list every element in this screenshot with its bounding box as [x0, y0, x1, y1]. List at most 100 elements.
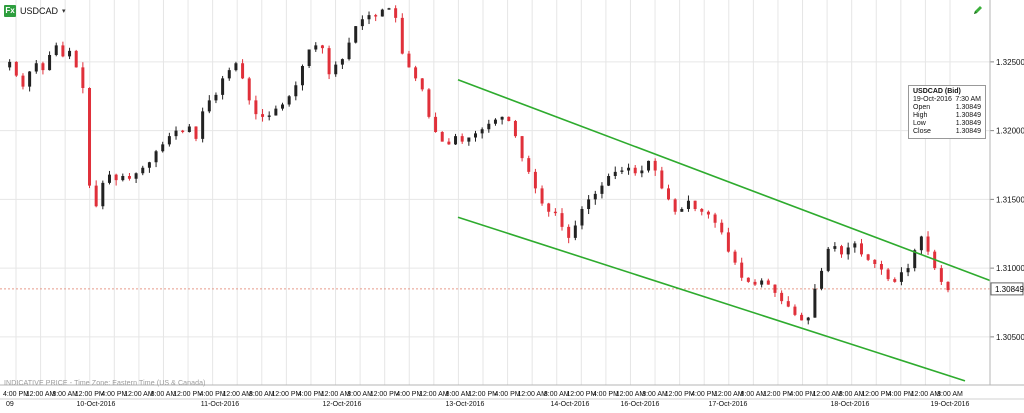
x-time-label: 8:00 AM: [347, 391, 373, 398]
tooltip-high-value: 1.30849: [955, 112, 981, 119]
candle-body: [68, 50, 72, 57]
candle-body: [107, 174, 111, 183]
x-time-label: 12:00 AM: [321, 391, 351, 398]
tooltip-high-label: High: [913, 112, 928, 119]
candle-body: [334, 64, 338, 75]
candle-body: [726, 232, 730, 252]
x-time-label: 12:00 PM: [665, 391, 695, 398]
upper-trendline[interactable]: [457, 79, 991, 282]
x-time-label: 4:00 PM: [789, 391, 815, 398]
candle-body: [241, 63, 245, 79]
candle-body: [493, 119, 497, 124]
candle-body: [101, 182, 105, 207]
candle-body: [673, 199, 677, 212]
candle-body: [647, 160, 651, 171]
x-time-label: 8:00 AM: [741, 391, 767, 398]
candle-body: [407, 53, 411, 68]
candle-body: [879, 264, 883, 270]
candle-body: [733, 251, 737, 263]
x-time-label: 8:00 AM: [642, 391, 668, 398]
candle-body: [833, 246, 837, 249]
candle-body: [893, 279, 897, 282]
candle-body: [74, 50, 78, 68]
x-time-label: 4:00 PM: [200, 391, 226, 398]
candle-body: [859, 243, 863, 255]
candle-body: [261, 114, 265, 117]
candle-body: [440, 132, 444, 142]
candle-body: [227, 70, 231, 79]
x-time-label: 4:00 PM: [888, 391, 914, 398]
x-time-label: 12:00 PM: [370, 391, 400, 398]
x-time-label: 12:00 AM: [26, 391, 56, 398]
candle-body: [480, 129, 484, 134]
candle-body: [760, 280, 764, 285]
candle-body: [347, 42, 351, 60]
candle-body: [613, 171, 617, 176]
candle-body: [154, 151, 158, 163]
x-time-label: 12:00 PM: [566, 391, 596, 398]
candle-body: [527, 158, 531, 172]
candle-body: [500, 116, 504, 120]
candle-body: [287, 96, 291, 105]
chart-header: Fx USDCAD ▾: [4, 4, 66, 18]
candle-body: [127, 176, 131, 179]
candle-body: [746, 277, 750, 282]
candle-body: [354, 26, 358, 43]
candle-body: [41, 63, 45, 71]
candle-body: [666, 188, 670, 200]
x-time-label: 12:00 AM: [911, 391, 941, 398]
candle-body: [387, 8, 391, 10]
candle-body: [454, 136, 458, 145]
candle-body: [680, 209, 684, 212]
candle-body: [367, 15, 371, 20]
x-time-label: 12:00 PM: [861, 391, 891, 398]
candle-body: [813, 288, 817, 318]
candle-body: [434, 116, 438, 132]
y-axis: 1.32500 1.32000 1.31500 1.31000 1.30500 1.308…: [989, 0, 1024, 385]
candle-body: [427, 89, 431, 117]
candle-body: [320, 45, 324, 49]
x-time-label: 12:00 PM: [763, 391, 793, 398]
candle-body: [633, 167, 637, 174]
x-time-label: 12:00 PM: [468, 391, 498, 398]
candle-body: [640, 170, 644, 174]
candle-body: [693, 200, 697, 209]
candle-body: [300, 66, 304, 86]
x-time-label: 12:00 AM: [616, 391, 646, 398]
trendlines: [457, 79, 991, 382]
tooltip-close-value: 1.30849: [955, 128, 981, 135]
last-price-tag: [990, 282, 1024, 296]
y-tick-label: 1.30500: [996, 333, 1024, 342]
candle-body: [121, 176, 125, 181]
candle-body: [460, 136, 464, 142]
x-date-label: 17-Oct-2016: [709, 401, 748, 408]
candle-body: [513, 121, 517, 137]
chevron-down-icon[interactable]: ▾: [62, 8, 66, 15]
candle-body: [520, 136, 524, 159]
candle-body: [234, 63, 238, 71]
candle-body: [48, 55, 52, 71]
candle-body: [374, 15, 378, 17]
candle-body: [793, 306, 797, 315]
x-time-label: 8:00 AM: [544, 391, 570, 398]
candle-body: [94, 185, 98, 207]
candle-body: [700, 209, 704, 212]
candle-body: [567, 226, 571, 238]
x-time-label: 12:00 AM: [517, 391, 547, 398]
candle-body: [587, 199, 591, 209]
candle-body: [467, 137, 471, 142]
pencil-icon[interactable]: [972, 4, 984, 16]
candle-body: [800, 314, 804, 321]
symbol-label[interactable]: USDCAD: [20, 6, 59, 16]
candle-body: [201, 111, 205, 139]
candle-body: [686, 200, 690, 209]
candle-body: [141, 167, 145, 174]
candle-body: [88, 88, 92, 186]
candle-body: [221, 78, 225, 95]
y-tick-label: 1.31500: [996, 195, 1024, 204]
candle-body: [919, 236, 923, 251]
lower-trendline[interactable]: [457, 216, 966, 382]
x-date-label: 14-Oct-2016: [551, 401, 590, 408]
